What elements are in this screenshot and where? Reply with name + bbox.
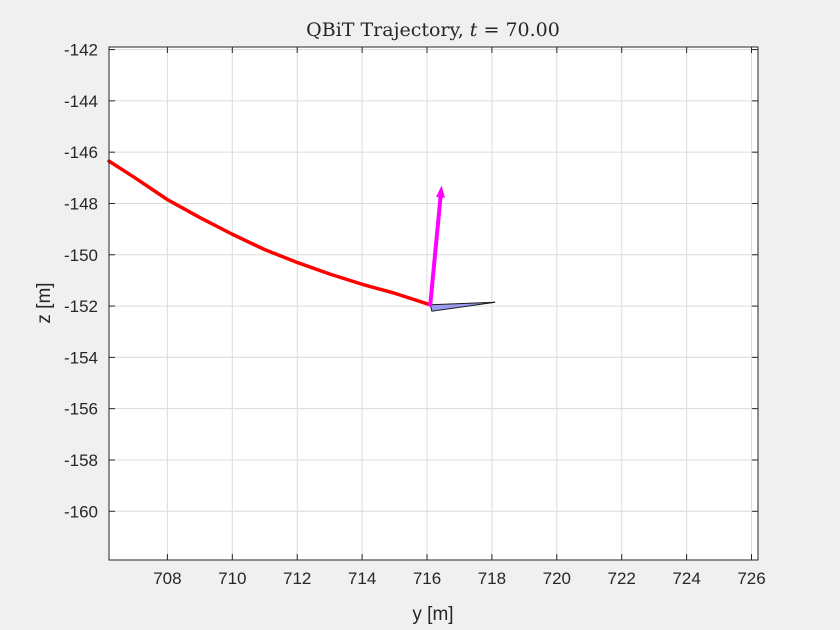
x-tick-label: 718 [478, 569, 506, 588]
chart-title: QBiT Trajectory, t = 70.00 [306, 19, 560, 41]
y-tick-label: -158 [64, 451, 98, 470]
x-tick-label: 714 [348, 569, 376, 588]
direction-arrow-head [435, 185, 445, 198]
x-tick-label: 726 [737, 569, 765, 588]
x-tick-label: 708 [153, 569, 181, 588]
series-layer [107, 159, 496, 312]
x-tick-label: 720 [543, 569, 571, 588]
y-tick-label: -142 [64, 41, 98, 60]
vehicle-marker [429, 301, 496, 312]
plot-area [109, 47, 758, 560]
x-tick-label: 724 [672, 569, 700, 588]
y-tick-label: -152 [64, 297, 98, 316]
y-tick-label: -160 [64, 502, 98, 521]
x-tick-label: 712 [283, 569, 311, 588]
y-tick-label: -148 [64, 194, 98, 213]
trajectory-line [107, 159, 433, 307]
y-tick-label: -154 [64, 348, 98, 367]
ticks: 708 710 712 714 716 718 720 722 724 726 -142 -144 -1… [64, 41, 766, 588]
x-axis-label: y [m] [412, 604, 453, 625]
direction-arrow-shaft [428, 195, 443, 307]
grid [109, 47, 758, 560]
y-tick-label: -144 [64, 92, 98, 111]
y-axis-label: z [m] [34, 282, 55, 323]
y-tick-label: -150 [64, 246, 98, 265]
y-tick-label: -156 [64, 400, 98, 419]
x-tick-label: 710 [218, 569, 246, 588]
plot-frame [108, 46, 759, 561]
x-tick-label: 716 [413, 569, 441, 588]
x-tick-label: 722 [608, 569, 636, 588]
y-tick-label: -146 [64, 143, 98, 162]
